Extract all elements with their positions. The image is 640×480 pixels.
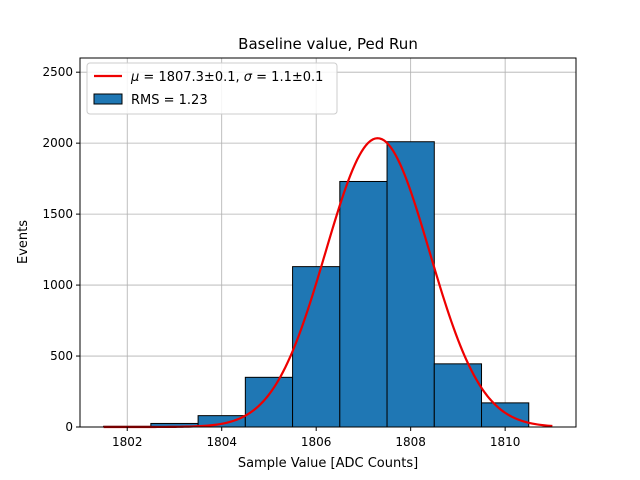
y-tick-label: 2000 [42, 136, 73, 150]
y-tick-label: 500 [50, 349, 73, 363]
x-tick-label: 1804 [206, 435, 237, 449]
histogram-bar [292, 266, 341, 428]
x-axis-ticks: 1802 1804 1806 1808 1810 [112, 427, 520, 449]
chart-title: Baseline value, Ped Run [238, 35, 418, 53]
y-axis-label: Events [16, 220, 31, 264]
y-axis-ticks: 0 500 1000 1500 2000 2500 [42, 65, 80, 434]
histogram-bar [244, 376, 294, 428]
x-tick-label: 1810 [490, 435, 521, 449]
legend: μ = 1807.3±0.1, σ = 1.1±0.1 RMS = 1.23 [86, 62, 338, 115]
y-tick-label: 2500 [42, 65, 73, 79]
histogram-bar [481, 402, 530, 428]
legend-box [86, 62, 338, 115]
plot-area [79, 57, 577, 429]
x-axis-label: Sample Value [ADC Counts] [238, 456, 418, 471]
x-tick-label: 1806 [301, 435, 332, 449]
x-tick-label: 1802 [112, 435, 143, 449]
legend-hist-label: RMS = 1.23 [131, 93, 208, 108]
histogram-bar [339, 180, 388, 428]
plot-frame [79, 57, 577, 428]
histogram-bars [103, 141, 530, 428]
y-tick-label: 1000 [42, 278, 73, 292]
legend-fit-label: μ = 1807.3±0.1, σ = 1.1±0.1 [130, 70, 323, 85]
histogram-bar [433, 363, 483, 428]
histogram-bar [386, 141, 435, 428]
legend-hist-swatch [93, 93, 123, 105]
y-tick-label: 1500 [42, 207, 73, 221]
x-tick-label: 1808 [395, 435, 426, 449]
y-tick-label: 0 [65, 420, 73, 434]
